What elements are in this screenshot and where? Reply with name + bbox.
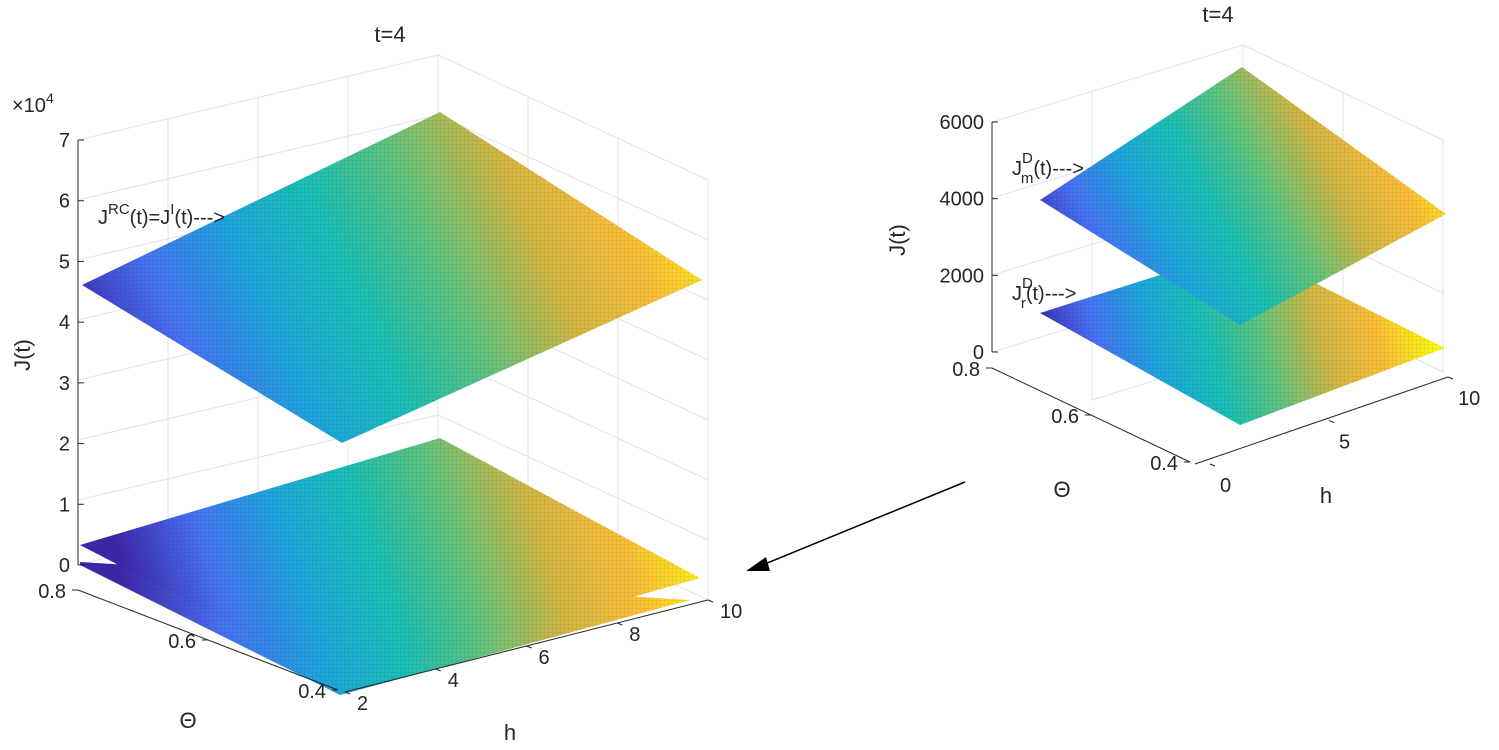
left-title: t=4 — [374, 22, 405, 47]
left-h-tick-label: 10 — [720, 601, 742, 623]
right-h-tick-label: 10 — [1458, 388, 1480, 410]
right-theta-label: Θ — [1053, 477, 1070, 502]
left-theta-tick-label: 0.4 — [298, 681, 326, 703]
left-annotation: JRC(t)=JI(t)---> — [98, 201, 225, 229]
left-h-tick-label: 2 — [357, 693, 368, 715]
left-surface-plot: t=4 — [10, 22, 742, 745]
left-z-tick-label: 7 — [59, 130, 70, 152]
left-z-tick-label: 6 — [59, 191, 70, 213]
right-theta-tick-label: 0.8 — [952, 359, 980, 381]
left-exponent-label: ×104 — [12, 90, 54, 117]
left-h-tick-mark — [344, 691, 351, 695]
left-h-tick-mark — [526, 645, 532, 649]
right-theta-tick-label: 0.4 — [1150, 453, 1178, 475]
left-h-tick-mark — [617, 622, 623, 626]
left-z-tick-label: 5 — [59, 251, 70, 273]
left-z-tick-label: 2 — [59, 434, 70, 456]
right-h-label: h — [1320, 483, 1332, 508]
right-annotation-m: JD m(t)---> — [1012, 150, 1084, 187]
left-theta-tick-label: 0.6 — [168, 631, 196, 653]
left-z-tick-label: 1 — [59, 494, 70, 516]
left-h-tick-mark — [435, 668, 441, 672]
left-z-tick-label: 0 — [59, 555, 70, 577]
left-h-tick-mark — [707, 599, 714, 603]
left-h-tick-label: 8 — [629, 624, 640, 646]
right-h-ticks: 0 5 10 — [1209, 376, 1480, 497]
left-theta-ticks: 0.8 0.6 0.4 — [38, 581, 338, 703]
right-h-tick-mark — [1328, 420, 1335, 423]
right-annotation-r: JD r(t)---> — [1012, 275, 1076, 312]
left-h-tick-label: 6 — [539, 647, 550, 669]
right-z-ticks: 0 2000 4000 6000 — [940, 112, 998, 364]
left-surface-middle-mesh — [80, 438, 700, 680]
right-z-tick-label: 4000 — [940, 189, 985, 211]
left-surface-top-mesh — [82, 112, 702, 443]
right-surface-top-mesh — [1040, 67, 1446, 325]
left-h-tick-label: 4 — [448, 670, 459, 692]
right-h-tick-label: 5 — [1339, 432, 1350, 454]
right-surface-bottom-mesh — [1040, 248, 1445, 425]
left-z-label: J(t) — [10, 339, 35, 371]
right-h-tick-mark — [1209, 463, 1216, 467]
left-z-tick-label: 3 — [59, 373, 70, 395]
left-theta-label: Θ — [179, 708, 196, 733]
right-z-tick-label: 6000 — [940, 112, 985, 134]
connector-arrow — [746, 481, 966, 571]
right-h-tick-label: 0 — [1220, 475, 1231, 497]
right-theta-ticks: 0.8 0.6 0.4 — [952, 359, 1190, 475]
left-z-tick-label: 4 — [59, 312, 70, 334]
right-title: t=4 — [1202, 2, 1233, 27]
left-z-ticks: 0 1 2 3 4 5 6 7 — [59, 130, 84, 577]
right-theta-tick-label: 0.6 — [1051, 406, 1079, 428]
right-z-tick-label: 0 — [973, 342, 984, 364]
right-h-axis — [1194, 376, 1449, 465]
left-theta-tick-label: 0.8 — [38, 581, 66, 603]
right-z-tick-label: 2000 — [940, 265, 985, 287]
right-z-label: J(t) — [885, 224, 910, 256]
left-h-ticks: 2 4 6 8 10 — [344, 599, 742, 715]
right-h-tick-mark — [1447, 376, 1454, 380]
left-h-label: h — [504, 720, 516, 745]
